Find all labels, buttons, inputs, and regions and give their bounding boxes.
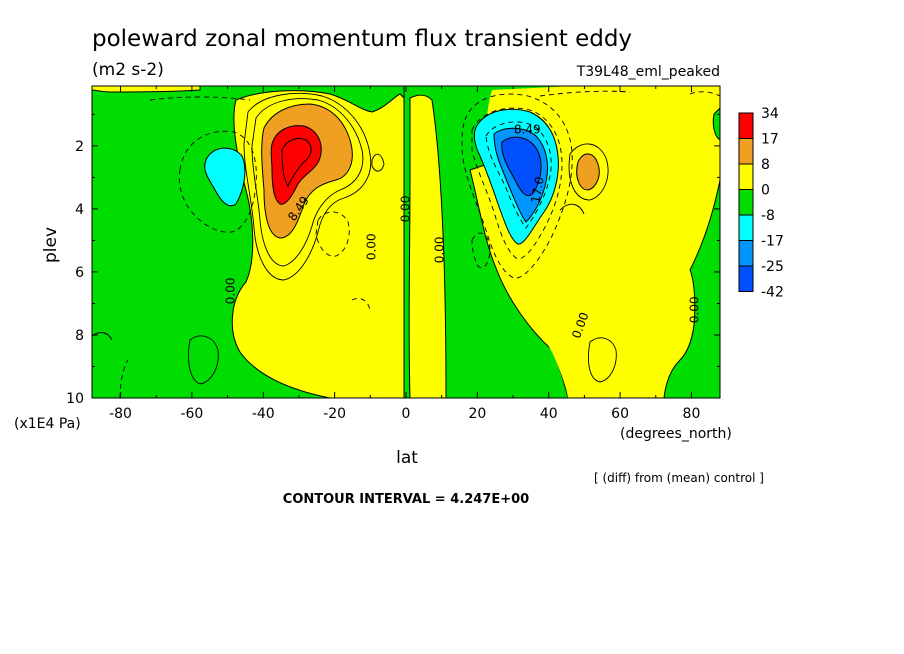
yellow-region-equator — [408, 94, 447, 398]
y-tick-label: 4 — [75, 202, 84, 218]
contour-interval: CONTOUR INTERVAL = 4.247E+00 — [283, 492, 529, 507]
y-axis: 2 4 6 8 10 — [66, 113, 720, 407]
legend-swatch — [738, 189, 754, 216]
orange-region-north — [576, 153, 600, 191]
x-tick-label: 40 — [540, 406, 558, 422]
green-region-south-edge — [92, 86, 201, 93]
x-tick-label: 0 — [402, 406, 411, 422]
legend-swatch — [738, 112, 754, 139]
y-tick-label: 2 — [75, 139, 84, 155]
x-axis-units: (degrees_north) — [620, 426, 732, 442]
x-axis-label: lat — [396, 448, 418, 468]
legend-swatch — [738, 214, 754, 241]
x-axis: -80 -60 -40 -20 0 20 40 60 80 — [109, 86, 700, 422]
cyan-region-south — [204, 147, 246, 207]
legend-label: 34 — [761, 106, 779, 122]
y-tick-label: 6 — [75, 265, 84, 281]
contour-label: 17.0 — [528, 176, 546, 205]
contour-label: 0.00 — [399, 196, 413, 223]
green-region-north-polar — [663, 179, 720, 398]
y-tick-label: 10 — [66, 391, 84, 407]
chart-units: (m2 s-2) — [92, 60, 164, 80]
blue-region-north — [501, 136, 542, 197]
chart-title: poleward zonal momentum flux transient e… — [92, 26, 632, 52]
contour-label: 0.00 — [432, 237, 446, 264]
legend-label: -42 — [761, 285, 784, 301]
x-tick-label: -80 — [109, 406, 132, 422]
legend-label: 17 — [761, 132, 779, 148]
x-tick-label: 80 — [683, 406, 701, 422]
x-tick-label: -20 — [323, 406, 346, 422]
legend-label: 8 — [761, 157, 770, 173]
contour-label: 8.49 — [514, 123, 541, 137]
yellow-region-north-top — [600, 86, 720, 100]
legend-label: -17 — [761, 234, 784, 250]
negative-contours — [119, 90, 720, 398]
plot-area — [92, 86, 720, 398]
experiment-label: T39L48_eml_peaked — [576, 64, 720, 80]
x-tick-label: -60 — [180, 406, 203, 422]
legend-swatch — [738, 265, 754, 292]
x-tick-label: 20 — [468, 406, 486, 422]
y-tick-label: 8 — [75, 328, 84, 344]
red-contour-inner — [281, 137, 312, 187]
y-axis-label: plev — [41, 227, 61, 263]
diff-note: [ (diff) from (mean) control ] — [594, 471, 764, 485]
red-region-south — [270, 125, 322, 205]
x-tick-label: 60 — [611, 406, 629, 422]
legend-label: -8 — [761, 208, 775, 224]
positive-contours — [188, 92, 617, 385]
color-legend: 34 17 8 0 -8 -17 -25 -42 — [738, 106, 784, 301]
legend-swatch — [738, 163, 754, 190]
contour-label: 0.00 — [688, 296, 702, 323]
legend-label: 0 — [761, 183, 770, 199]
legend-label: -25 — [761, 259, 784, 275]
legend-swatch — [738, 240, 754, 267]
y-axis-units: (x1E4 Pa) — [14, 416, 81, 432]
legend-swatch — [738, 138, 754, 165]
contour-label: 0.00 — [224, 277, 238, 304]
x-tick-label: -40 — [252, 406, 275, 422]
contour-label: 0.00 — [365, 233, 379, 260]
